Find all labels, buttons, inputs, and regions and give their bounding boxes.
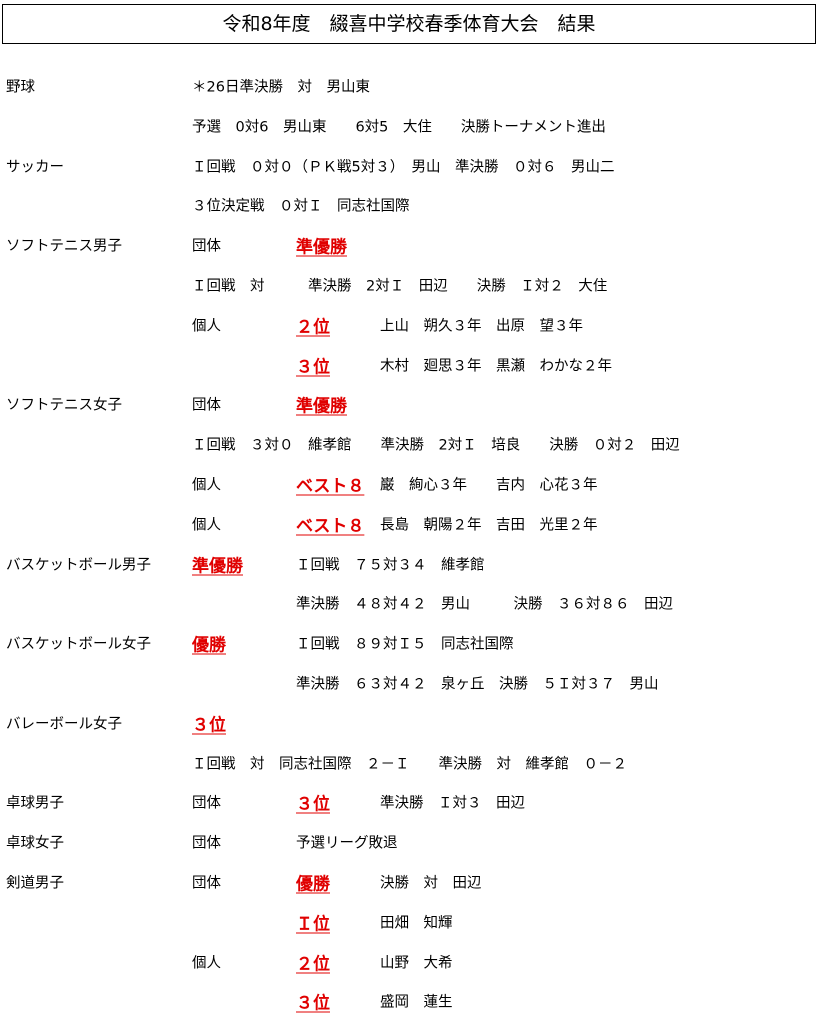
result-text: 個人 (192, 517, 221, 534)
result-text: 団体 (192, 835, 221, 852)
event-name: 野球 (6, 79, 35, 96)
event-name: 剣道男子 (6, 875, 64, 892)
result-highlight: ベスト８ (296, 476, 365, 497)
result-highlight: Ｉ位 (296, 914, 330, 935)
result-highlight: 準優勝 (296, 237, 347, 258)
result-text: 巌 絢心３年 吉内 心花３年 (380, 477, 598, 494)
result-highlight: ３位 (192, 715, 226, 736)
result-text: 上山 朔久３年 出原 望３年 (380, 318, 583, 335)
result-text: 田畑 知輝 (380, 915, 453, 932)
result-text: ３位決定戦 ０対Ｉ 同志社国際 (192, 198, 410, 215)
event-name: 卓球男子 (6, 795, 64, 812)
result-text: 予選リーグ敗退 (296, 835, 398, 852)
result-text: 盛岡 蓮生 (380, 994, 453, 1011)
result-text: 予選 0対6 男山東 6対5 大住 決勝トーナメント進出 (192, 119, 606, 136)
result-text: Ｉ回戦 対 同志社国際 ２－Ｉ 準決勝 対 維孝館 ０－２ (192, 756, 627, 773)
event-name: サッカー (6, 159, 64, 176)
event-name: 卓球女子 (6, 835, 64, 852)
event-name: バスケットボール女子 (6, 636, 151, 653)
result-highlight: ３位 (296, 794, 330, 815)
result-text: Ｉ回戦 ３対０ 維孝館 準決勝 2対Ｉ 培良 決勝 ０対２ 田辺 (192, 437, 680, 454)
result-text: 長島 朝陽２年 吉田 光里２年 (380, 517, 598, 534)
result-highlight: ２位 (296, 954, 330, 975)
result-text: 団体 (192, 397, 221, 414)
result-text: 決勝 対 田辺 (380, 875, 482, 892)
result-text: Ｉ回戦 ８９対Ｉ５ 同志社国際 (296, 636, 514, 653)
event-name: バスケットボール男子 (6, 557, 151, 574)
title: 令和8年度 綴喜中学校春季体育大会 結果 (2, 4, 816, 44)
result-highlight: ２位 (296, 317, 330, 338)
event-name: ソフトテニス男子 (6, 238, 122, 255)
result-text: 団体 (192, 795, 221, 812)
result-highlight: ３位 (296, 357, 330, 378)
result-text: 団体 (192, 875, 221, 892)
event-name: ソフトテニス女子 (6, 397, 122, 414)
result-text: ＊26日準決勝 対 男山東 (192, 79, 370, 96)
event-name: バレーボール女子 (6, 716, 122, 733)
result-highlight: 準優勝 (192, 556, 243, 577)
result-text: 木村 廻思３年 黒瀬 わかな２年 (380, 358, 612, 375)
result-text: 準決勝 ６３対４２ 泉ヶ丘 決勝 ５Ｉ対３７ 男山 (296, 676, 659, 693)
result-highlight: 準優勝 (296, 396, 347, 417)
result-text: 山野 大希 (380, 955, 453, 972)
result-text: 個人 (192, 955, 221, 972)
result-text: 準決勝 Ｉ対３ 田辺 (380, 795, 525, 812)
result-highlight: 優勝 (192, 635, 226, 656)
result-highlight: ベスト８ (296, 516, 365, 537)
result-text: 個人 (192, 477, 221, 494)
result-highlight: ３位 (296, 993, 330, 1014)
result-highlight: 優勝 (296, 874, 330, 895)
result-text: 準決勝 ４８対４２ 男山 決勝 ３６対８６ 田辺 (296, 596, 673, 613)
result-text: Ｉ回戦 ０対０（ＰＫ戦5対３） 男山 準決勝 ０対６ 男山二 (192, 159, 615, 176)
result-text: 団体 (192, 238, 221, 255)
result-text: Ｉ回戦 対 準決勝 2対Ｉ 田辺 決勝 Ｉ対２ 大住 (192, 278, 608, 295)
result-text: 個人 (192, 318, 221, 335)
result-text: Ｉ回戦 ７５対３４ 維孝館 (296, 557, 485, 574)
